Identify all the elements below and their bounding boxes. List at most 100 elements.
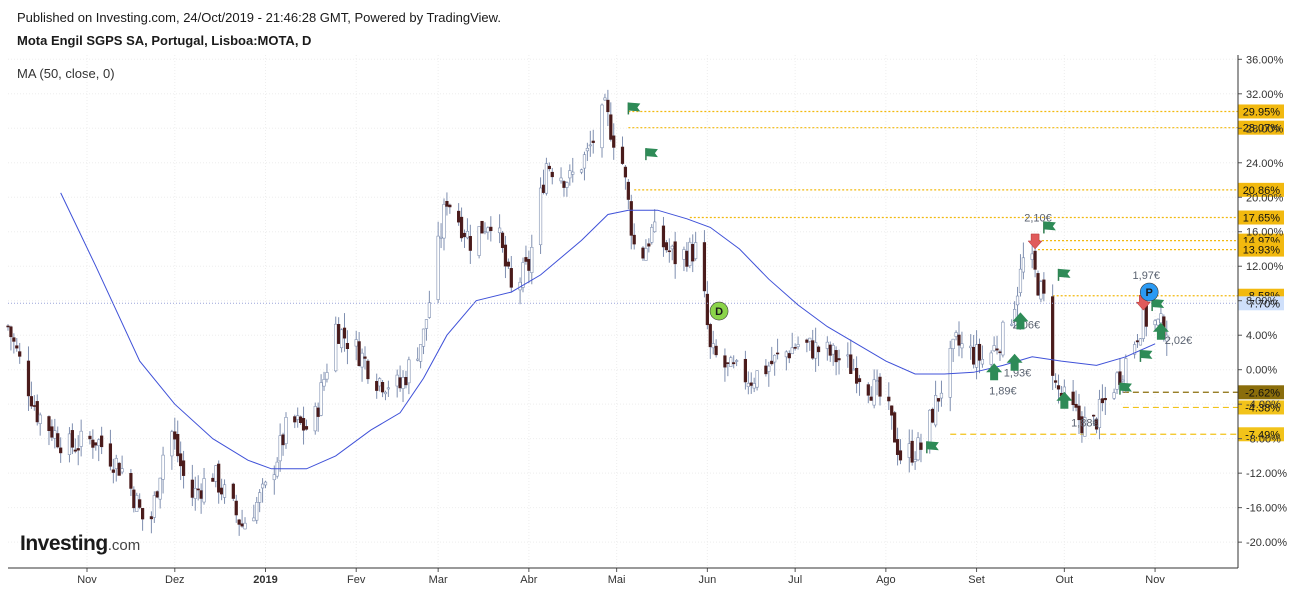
candle-body: [486, 227, 490, 233]
candle-body: [211, 477, 215, 482]
candle-body: [547, 165, 551, 170]
event-markers: 2,10€2,06€1,93€1,89€1,88€1,97€2,02€DP: [627, 102, 1192, 454]
candle-body: [339, 329, 344, 349]
candle-body: [890, 405, 894, 416]
candle-body: [1159, 313, 1163, 324]
candle-body: [626, 181, 630, 200]
candle-body: [281, 434, 285, 446]
candle-body: [928, 409, 932, 447]
candle-body: [67, 433, 72, 455]
candle-body: [506, 261, 510, 267]
candle-body: [647, 243, 651, 247]
candle-body: [972, 346, 976, 365]
candle-body: [354, 339, 358, 347]
candle-body: [179, 453, 183, 467]
candle-body: [509, 268, 513, 288]
candle-body: [562, 181, 566, 188]
candle-body: [702, 242, 707, 292]
x-tick-label: 2019: [253, 574, 277, 586]
flag-icon: [1140, 349, 1153, 359]
candle-body: [135, 495, 139, 512]
candle-body: [383, 391, 388, 395]
level-label-bg: [1238, 400, 1284, 415]
flag-icon: [1058, 268, 1071, 278]
candle-body: [948, 348, 952, 398]
level-label: 20.86%: [1243, 185, 1281, 197]
indicator-label[interactable]: MA (50, close, 0): [17, 66, 115, 81]
level-label-bg: [1238, 104, 1284, 119]
candle-body: [272, 474, 276, 481]
candle-body: [764, 365, 768, 375]
x-tick-label: Fev: [347, 574, 366, 586]
chart-title: Mota Engil SGPS SA, Portugal, Lisboa:MOT…: [17, 33, 312, 48]
level-label-bg: [1238, 385, 1284, 400]
y-tick-label: -8.00%: [1246, 434, 1281, 446]
candle-body: [767, 365, 771, 372]
x-tick-label: Dez: [165, 574, 185, 586]
candle-body: [919, 442, 923, 450]
candle-body: [825, 341, 829, 349]
candle-body: [234, 500, 238, 516]
candle-body: [711, 343, 715, 349]
candle-body: [714, 345, 718, 356]
candle-body: [316, 407, 320, 417]
candle-body: [685, 250, 689, 267]
candle-body: [787, 353, 791, 359]
price-label: 1,97€: [1133, 270, 1161, 282]
candle-body: [916, 437, 920, 461]
price-label: 2,10€: [1024, 212, 1052, 224]
candle-body: [1039, 281, 1043, 300]
flag-icon: [926, 441, 939, 451]
candle-body: [796, 344, 800, 347]
up-arrow-icon: [986, 363, 1003, 381]
candle-body: [673, 241, 677, 265]
candle-body: [360, 352, 364, 368]
candle-body: [88, 435, 92, 440]
candle-body: [480, 220, 484, 234]
candle-body: [849, 354, 853, 374]
candle-body: [337, 324, 341, 344]
candle-body: [579, 169, 584, 173]
candle-body: [998, 351, 1002, 354]
candle-body: [814, 342, 818, 359]
candle-body: [910, 440, 914, 463]
candle-body: [1135, 340, 1140, 343]
candle-body: [1036, 273, 1040, 296]
candle-body: [811, 340, 815, 359]
candle-body: [1030, 253, 1034, 260]
candle-body: [173, 431, 177, 440]
candle-body: [852, 368, 856, 371]
candle-body: [1124, 358, 1128, 385]
candle-body: [653, 221, 657, 233]
candle-body: [974, 344, 979, 368]
candle-body: [773, 354, 777, 363]
event-circle[interactable]: [709, 301, 729, 321]
candle-body: [325, 372, 329, 380]
candle-body: [629, 201, 633, 236]
level-label-bg: [1238, 120, 1284, 135]
candle-body: [468, 236, 472, 251]
candle-body: [342, 327, 347, 339]
candle-body: [1094, 418, 1099, 430]
candle-body: [357, 341, 361, 367]
candle-body: [831, 345, 835, 355]
candle-body: [521, 262, 525, 288]
y-tick-label: 20.00%: [1246, 192, 1284, 204]
candle-body: [1056, 385, 1061, 390]
flag-icon: [1152, 299, 1165, 309]
candle-body: [603, 97, 607, 101]
candle-body: [47, 416, 51, 431]
candle-body: [418, 344, 423, 362]
candle-body: [609, 114, 613, 140]
published-line: Published on Investing.com, 24/Oct/2019 …: [17, 10, 501, 25]
candle-body: [837, 358, 841, 361]
candle-body: [670, 245, 674, 250]
candle-body: [38, 414, 42, 424]
event-circle[interactable]: [1139, 282, 1159, 302]
candle-body: [568, 170, 572, 179]
level-label-bg: [1238, 210, 1284, 225]
candle-body: [313, 406, 317, 432]
candle-body: [878, 376, 882, 397]
investing-logo[interactable]: Investing.com: [20, 532, 140, 556]
